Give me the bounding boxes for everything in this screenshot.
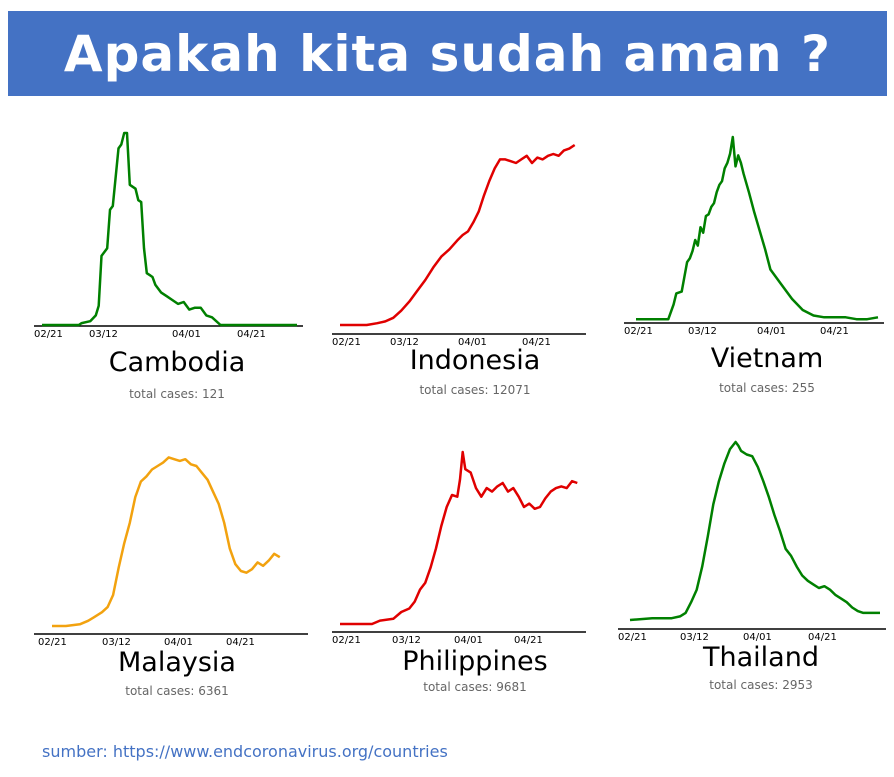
x-tick-label: 04/01 — [743, 632, 772, 643]
country-name: Cambodia — [108, 347, 246, 378]
series-line — [42, 131, 297, 327]
total-cases: total cases: 121 — [129, 387, 225, 401]
line-chart: 02/21 03/12 04/01 04/21 — [34, 456, 308, 648]
chart-panel-indonesia: 02/21 03/12 04/01 04/21 Indonesia total cases… — [330, 125, 620, 415]
country-name: Malaysia — [118, 647, 236, 678]
x-tick-label: 03/12 — [392, 635, 421, 646]
chart-panel-cambodia: 02/21 03/12 04/01 04/21 Cambodia total cases:… — [32, 125, 322, 415]
total-cases: total cases: 9681 — [423, 680, 527, 694]
x-tick-label: 03/12 — [688, 326, 717, 337]
source-link[interactable]: https://www.endcoronavirus.org/countries — [112, 742, 448, 761]
x-tick-label: 04/01 — [757, 326, 786, 337]
x-tick-label: 03/12 — [89, 329, 118, 340]
line-chart: 02/21 03/12 04/01 04/21 — [332, 143, 586, 348]
x-tick-label: 02/21 — [332, 635, 361, 646]
series-line — [629, 440, 880, 622]
x-tick-label: 02/21 — [624, 326, 653, 337]
chart-panel-philippines: 02/21 03/12 04/01 04/21 Philippines total cas… — [330, 442, 620, 732]
x-tick-label: 04/01 — [454, 635, 483, 646]
chart-panel-vietnam: 02/21 03/12 04/01 04/21 Vietnam total cases: … — [622, 125, 894, 415]
line-chart: 02/21 03/12 04/01 04/21 — [618, 440, 886, 643]
x-tick-label: 02/21 — [34, 329, 63, 340]
series-line — [340, 450, 578, 626]
x-tick-label: 04/01 — [458, 337, 487, 348]
x-tick-label: 04/21 — [226, 637, 255, 648]
x-tick-label: 04/21 — [237, 329, 266, 340]
line-chart: 02/21 03/12 04/01 04/21 — [332, 450, 586, 646]
x-tick-label: 03/12 — [680, 632, 709, 643]
series-line — [636, 135, 879, 321]
total-cases: total cases: 255 — [719, 381, 815, 395]
line-chart: 02/21 03/12 04/01 04/21 — [624, 135, 884, 337]
x-tick-label: 04/21 — [514, 635, 543, 646]
x-tick-label: 04/21 — [820, 326, 849, 337]
series-line — [340, 143, 576, 327]
source-line: sumber: https://www.endcoronavirus.org/c… — [42, 742, 448, 761]
total-cases: total cases: 2953 — [709, 678, 813, 692]
country-name: Thailand — [703, 642, 819, 673]
x-tick-label: 03/12 — [390, 337, 419, 348]
x-tick-label: 04/21 — [522, 337, 551, 348]
total-cases: total cases: 12071 — [419, 383, 531, 397]
source-prefix: sumber: — [42, 742, 113, 761]
total-cases: total cases: 6361 — [125, 684, 229, 698]
x-tick-label: 02/21 — [38, 637, 67, 648]
title-banner: Apakah kita sudah aman ? — [8, 11, 887, 96]
series-line — [52, 456, 281, 628]
x-tick-label: 04/21 — [808, 632, 837, 643]
line-chart: 02/21 03/12 04/01 04/21 — [34, 131, 303, 340]
country-name: Philippines — [402, 646, 548, 677]
x-tick-label: 02/21 — [332, 337, 361, 348]
country-name: Indonesia — [409, 345, 541, 376]
x-tick-label: 03/12 — [102, 637, 131, 648]
x-tick-label: 04/01 — [164, 637, 193, 648]
x-tick-label: 02/21 — [618, 632, 647, 643]
chart-panel-malaysia: 02/21 03/12 04/01 04/21 Malaysia total cases:… — [32, 442, 322, 732]
x-tick-label: 04/01 — [172, 329, 201, 340]
page-title: Apakah kita sudah aman ? — [63, 24, 832, 83]
country-name: Vietnam — [710, 343, 824, 374]
chart-panel-thailand: 02/21 03/12 04/01 04/21 Thailand total cases:… — [616, 432, 894, 722]
